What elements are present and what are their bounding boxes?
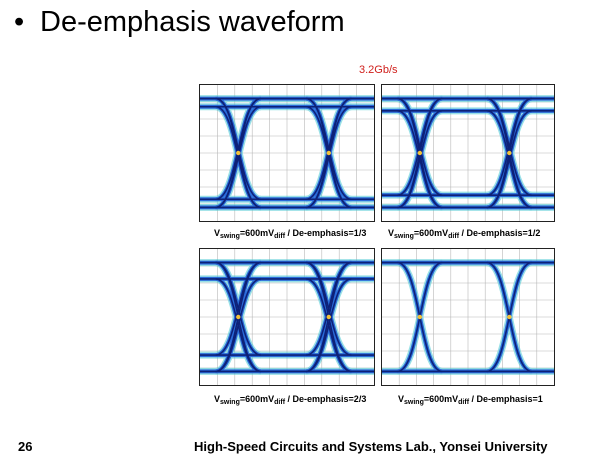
eye-caption-3: Vswing=600mVdiff / De-emphasis=2/3 (214, 394, 367, 406)
eye-diagram-1-svg (200, 85, 374, 221)
eye-diagram-4-svg (382, 249, 554, 385)
eye-diagram-2 (381, 84, 555, 222)
slide-title: • De-emphasis waveform (14, 2, 345, 42)
eye-caption-4: Vswing=600mVdiff / De-emphasis=1 (398, 394, 543, 406)
title-text: De-emphasis waveform (40, 6, 345, 38)
eye-diagram-1 (199, 84, 375, 222)
data-rate-label: 3.2Gb/s (359, 64, 398, 76)
footer-label: High-Speed Circuits and Systems Lab., Yo… (194, 439, 548, 454)
eye-diagram-2-svg (382, 85, 554, 221)
eye-diagram-4 (381, 248, 555, 386)
eye-diagram-3 (199, 248, 375, 386)
page-number: 26 (18, 439, 33, 454)
eye-caption-2: Vswing=600mVdiff / De-emphasis=1/2 (388, 228, 541, 240)
eye-diagram-3-svg (200, 249, 374, 385)
eye-caption-1: Vswing=600mVdiff / De-emphasis=1/3 (214, 228, 367, 240)
title-bullet: • (14, 6, 25, 38)
